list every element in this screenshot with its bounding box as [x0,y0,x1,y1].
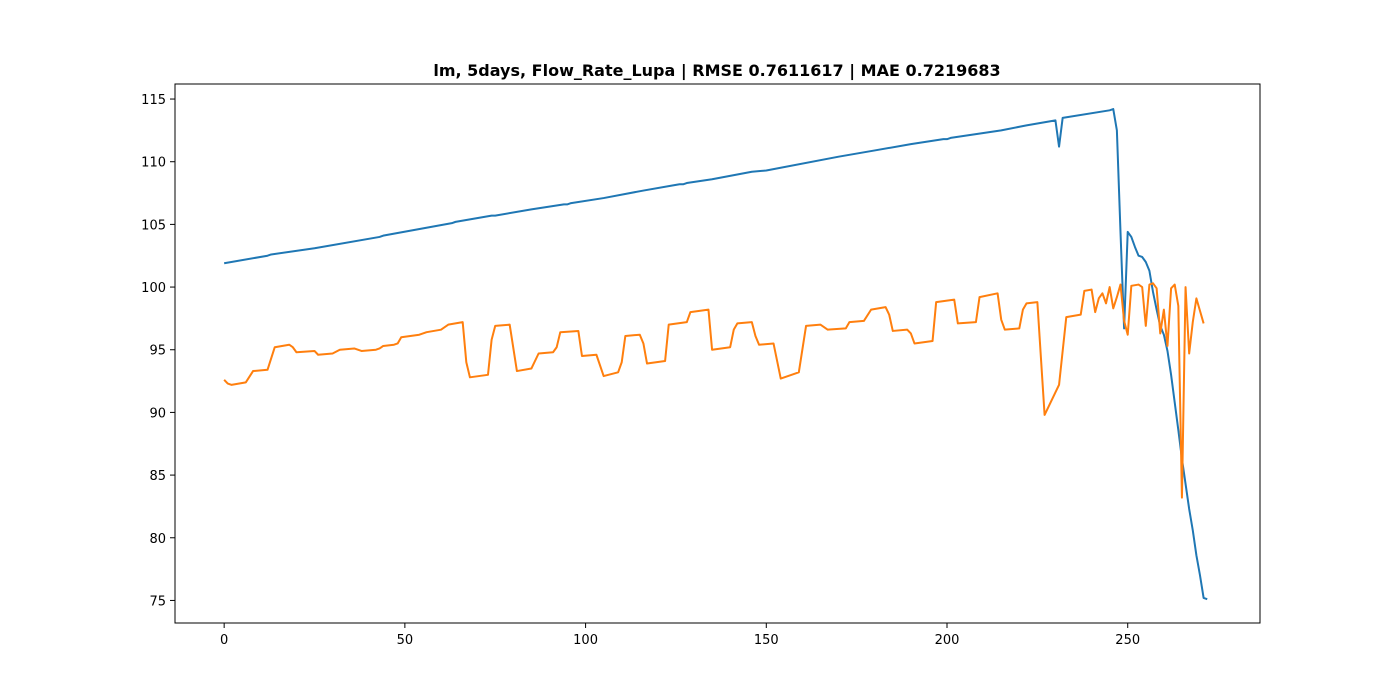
x-tick-label: 200 [935,633,960,648]
y-tick-label: 90 [149,406,166,421]
x-tick-label: 150 [754,633,779,648]
y-tick-label: 105 [141,218,166,233]
x-tick-label: 100 [573,633,598,648]
y-tick-label: 110 [141,156,166,171]
series-line-1 [223,108,1208,601]
chart-title: lm, 5days, Flow_Rate_Lupa | RMSE 0.76116… [433,61,1000,81]
y-tick-label: 95 [149,344,166,359]
x-tick-label: 50 [397,633,414,648]
series-line-2 [223,282,1205,499]
axes-layer: 0 50 100 150 200 250 75 80 85 90 95 100 105 110 115 [141,83,1261,648]
series-layer [223,108,1208,601]
x-tick-label: 250 [1115,633,1140,648]
axes-frame [174,83,1261,624]
y-tick-label: 75 [149,594,166,609]
y-tick-label: 85 [149,469,166,484]
y-tick-label: 80 [149,532,166,547]
x-tick-label: 0 [220,633,228,648]
y-tick-label: 115 [141,93,166,108]
y-tick-label: 100 [141,281,166,296]
